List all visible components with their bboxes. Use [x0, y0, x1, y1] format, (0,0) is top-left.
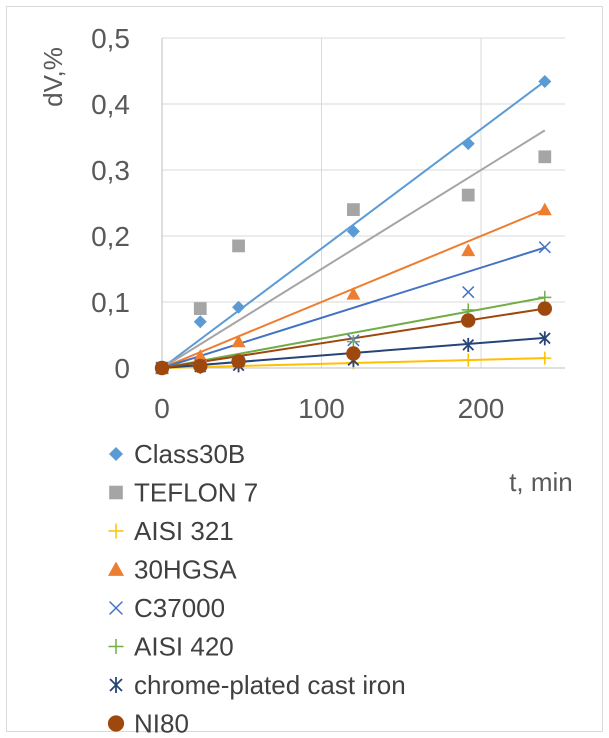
legend-marker [107, 715, 125, 732]
legend: Class30B TEFLON 7 AISI 321 30HGSA C37000 AISI… [107, 439, 406, 738]
y-tick-label: 0,1 [91, 287, 130, 318]
data-point [232, 300, 246, 314]
gridlines [161, 37, 565, 369]
data-point [538, 241, 551, 254]
data-point [461, 243, 476, 257]
data-point [347, 203, 360, 216]
data-point [538, 75, 552, 89]
data-point [193, 349, 208, 362]
chart-area [6, 6, 603, 732]
trendline [161, 80, 546, 369]
legend-marker [109, 677, 123, 693]
legend-marker [109, 601, 123, 615]
legend-label: C37000 [134, 593, 225, 623]
y-tick-label: 0,5 [91, 23, 130, 54]
data-point [462, 337, 475, 352]
y-tick-label: 0 [114, 353, 130, 384]
trendline [161, 296, 545, 369]
legend-label: 30HGSA [134, 555, 237, 585]
legend-label: TEFLON 7 [134, 478, 258, 508]
data-point [346, 335, 360, 349]
trendline [161, 129, 546, 369]
y-tick-label: 0,4 [91, 89, 130, 120]
data-point [193, 358, 208, 374]
legend-label: chrome-plated cast iron [134, 670, 406, 700]
legend-marker [108, 523, 124, 539]
data-point [346, 287, 361, 300]
data-point [193, 315, 207, 329]
y-tick-label: 0,2 [91, 221, 130, 252]
data-point [461, 188, 475, 202]
data-point [232, 239, 245, 253]
data-point [537, 202, 552, 216]
legend-label: NI80 [134, 709, 189, 738]
x-tick-label: 100 [298, 393, 345, 424]
data-point [346, 224, 360, 238]
data-point [193, 302, 207, 315]
legend-label: Class30B [134, 439, 245, 469]
legend-marker [109, 485, 123, 500]
data-point [538, 331, 551, 346]
x-tick-label: 200 [458, 393, 505, 424]
x-axis-title: t, min [509, 467, 573, 497]
data-point [231, 334, 246, 348]
data-point [461, 353, 475, 367]
data-point [538, 351, 552, 365]
x-tick-label: 0 [154, 393, 170, 424]
data-point [461, 137, 475, 151]
y-axis-ticks: 0 0,1 0,2 0,3 0,4 0,5 [91, 23, 130, 384]
legend-marker [108, 561, 124, 576]
data-point [462, 285, 475, 299]
x-axis-ticks: 0 100 200 [154, 393, 504, 424]
y-axis-title: dV,% [38, 47, 68, 107]
data-point [461, 313, 476, 328]
legend-label: AISI 321 [134, 516, 234, 546]
legend-marker [109, 447, 123, 461]
data-point [537, 301, 552, 316]
legend-label: AISI 420 [134, 632, 234, 662]
data-point [538, 150, 552, 164]
trendlines [161, 80, 546, 369]
legend-marker [108, 639, 124, 654]
trendline [161, 246, 546, 369]
data-point [154, 360, 170, 376]
data-point [231, 354, 246, 369]
y-tick-label: 0,3 [91, 155, 130, 186]
data-point [346, 346, 361, 361]
data-points [154, 75, 552, 376]
